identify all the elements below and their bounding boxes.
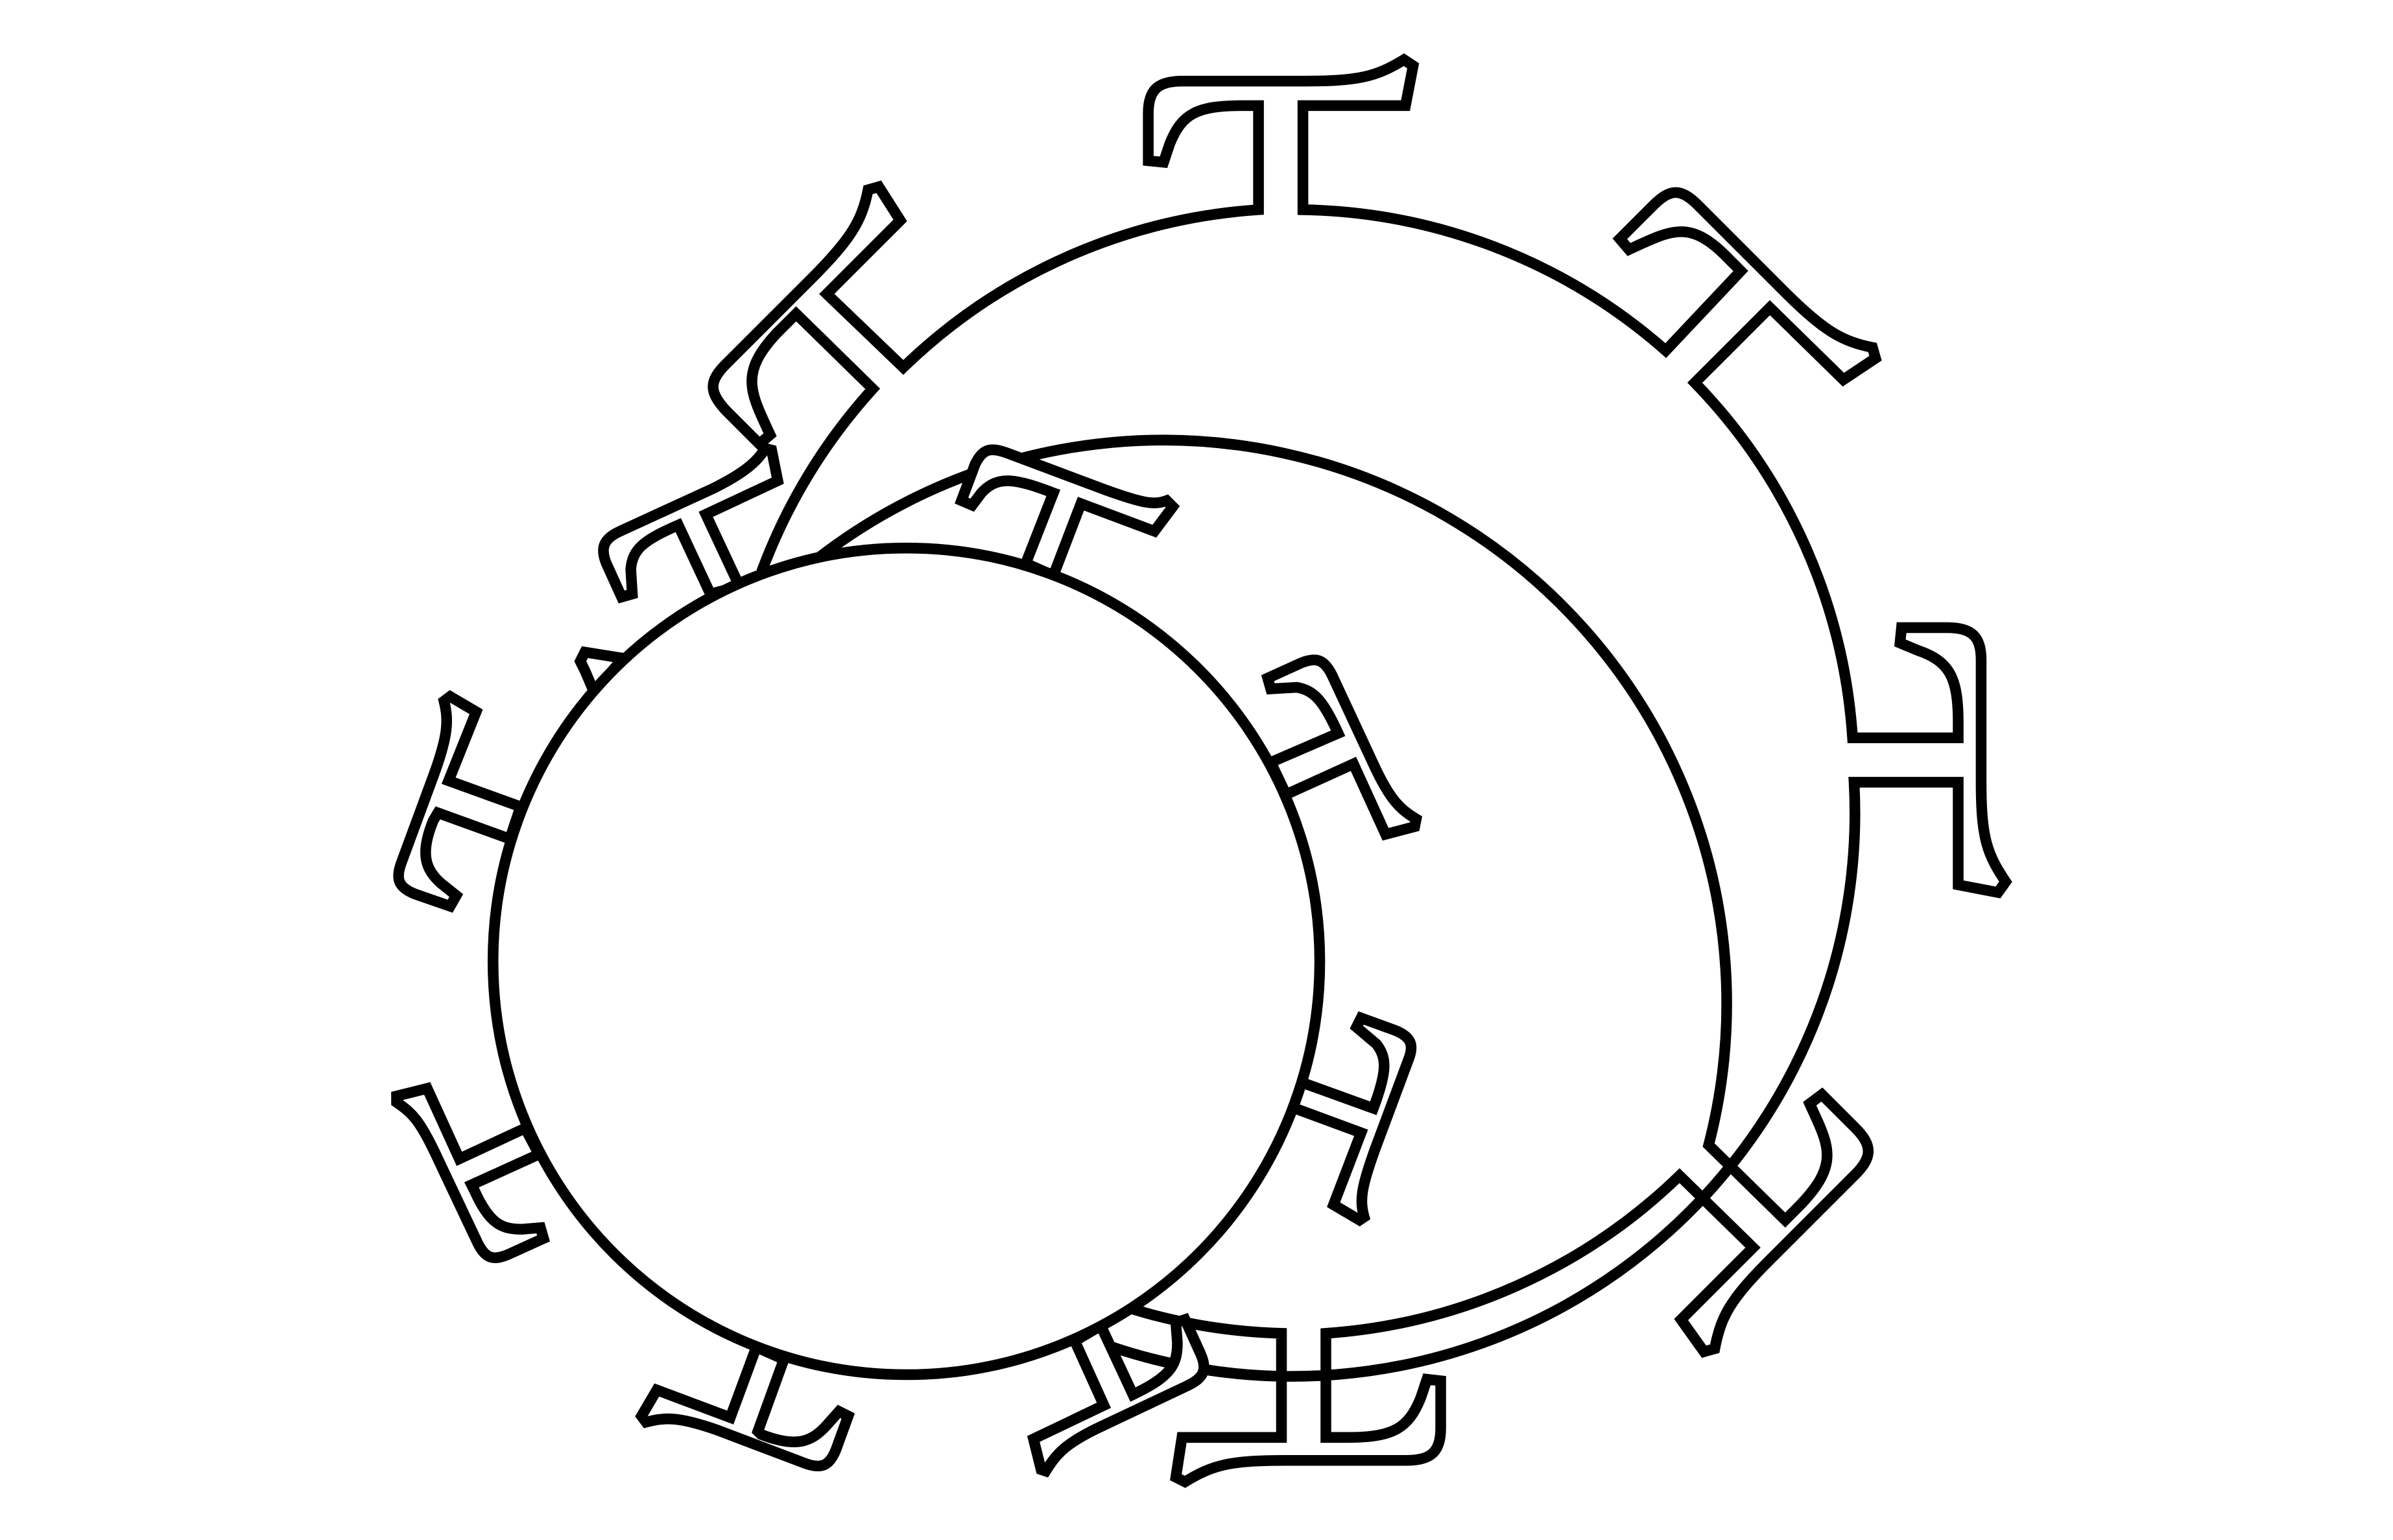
small-ring-glyph-left xyxy=(393,690,528,913)
small-ring-glyph-top xyxy=(955,444,1180,583)
small-ring-outline xyxy=(487,542,1326,1380)
small-ring xyxy=(391,442,1423,1478)
small-ring-glyph-bottom-right xyxy=(1027,1312,1209,1478)
small-ring-glyph-upper-left xyxy=(598,442,784,604)
small-ring-glyph-bottom-left xyxy=(635,1340,855,1472)
small-ring-glyph-right-lower xyxy=(1283,1011,1417,1227)
large-ring-outline xyxy=(708,53,2012,1488)
small-ring-glyph-right-upper xyxy=(1261,654,1423,841)
large-ring xyxy=(708,53,2012,1488)
small-ring-glyph-lower-left xyxy=(391,1082,551,1263)
